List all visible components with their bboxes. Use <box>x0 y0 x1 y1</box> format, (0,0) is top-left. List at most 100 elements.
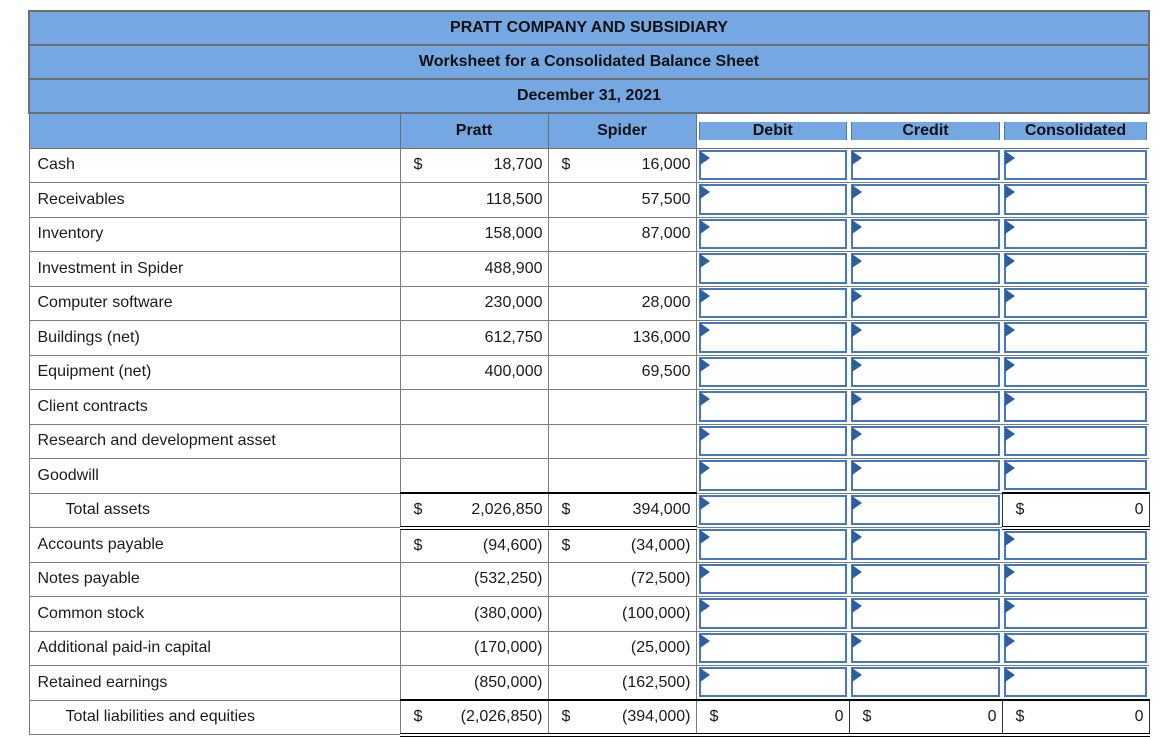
credit-input[interactable] <box>851 632 1000 663</box>
cell-marker-icon <box>1005 150 1015 165</box>
debit-input[interactable] <box>698 322 847 353</box>
consolidated-input[interactable] <box>1004 218 1147 249</box>
consolidated-input[interactable] <box>1004 322 1147 353</box>
credit-input[interactable] <box>851 460 1000 491</box>
debit-cell <box>696 424 849 459</box>
spider-value-cell: (25,000) <box>547 630 697 666</box>
cell-marker-icon <box>852 254 862 268</box>
debit-input[interactable] <box>698 529 847 560</box>
credit-input[interactable] <box>851 425 1000 456</box>
cell-marker-icon <box>1005 668 1015 682</box>
consolidated-input[interactable] <box>1004 632 1147 663</box>
cell-marker-icon <box>1005 185 1015 199</box>
credit-input[interactable] <box>851 253 1000 284</box>
spider-value-cell <box>547 423 697 459</box>
currency-symbol: $ <box>561 500 571 518</box>
consolidated-input[interactable] <box>1004 253 1147 284</box>
consolidated-input[interactable] <box>1004 530 1147 560</box>
debit-input[interactable] <box>698 391 847 422</box>
consolidated-input[interactable] <box>1004 667 1147 697</box>
debit-input[interactable] <box>698 356 847 387</box>
credit-input[interactable] <box>851 149 1000 180</box>
spider-value-cell: (72,500) <box>547 561 697 597</box>
cell-marker-icon <box>852 185 862 199</box>
cell-marker-icon <box>699 633 710 648</box>
credit-input[interactable] <box>851 356 1000 387</box>
debit-input[interactable] <box>698 425 847 456</box>
credit-input[interactable] <box>851 494 1000 525</box>
debit-input[interactable] <box>698 563 847 594</box>
cell-marker-icon <box>1005 219 1015 234</box>
debit-input[interactable] <box>698 184 847 215</box>
credit-cell <box>849 286 1002 321</box>
table-row: Investment in Spider 488,900 <box>28 251 1149 287</box>
consolidated-input[interactable] <box>1004 460 1147 490</box>
debit-cell <box>696 493 849 528</box>
consolidated-input[interactable] <box>1004 425 1147 456</box>
credit-input[interactable] <box>851 287 1000 318</box>
currency-symbol: $ <box>413 500 423 518</box>
spider-value: 394,000 <box>632 500 691 518</box>
credit-input[interactable] <box>851 598 1000 629</box>
debit-cell <box>696 320 849 356</box>
spider-value-cell: $ (34,000) <box>547 527 697 563</box>
consolidated-input[interactable] <box>1004 149 1147 180</box>
debit-cell <box>696 665 849 701</box>
consolidated-input[interactable] <box>1004 563 1147 594</box>
worksheet-date: December 31, 2021 <box>28 78 1150 114</box>
consolidated-input[interactable] <box>1004 184 1147 215</box>
cell-marker-icon <box>1005 323 1015 337</box>
cell-marker-icon <box>699 219 710 234</box>
consolidated-input[interactable] <box>1004 287 1147 318</box>
debit-input[interactable] <box>698 287 847 318</box>
table-row: Total assets $2,026,850 $394,000 $0 <box>28 492 1150 530</box>
credit-cell <box>849 562 1002 597</box>
credit-input[interactable] <box>851 322 1000 353</box>
debit-input[interactable] <box>698 598 847 629</box>
pratt-value: (532,250) <box>474 570 543 588</box>
column-header-spider: Spider <box>547 112 697 149</box>
credit-input[interactable] <box>851 391 1000 422</box>
pratt-value-cell: $2,026,850 <box>399 492 549 530</box>
credit-input[interactable] <box>851 218 1000 249</box>
debit-input[interactable] <box>698 218 847 249</box>
credit-input[interactable] <box>851 667 1000 697</box>
credit-cell <box>849 217 1002 252</box>
debit-input[interactable] <box>698 632 847 663</box>
table-row: Notes payable (532,250) (72,500) <box>28 561 1149 597</box>
debit-input[interactable] <box>698 253 847 284</box>
cell-marker-icon <box>852 392 862 406</box>
cell-marker-icon <box>699 564 710 579</box>
consolidated-cell <box>1002 631 1149 666</box>
pratt-value-cell: (170,000) <box>399 630 549 666</box>
cell-marker-icon <box>852 357 862 372</box>
table-row: Common stock (380,000) (100,000) <box>28 596 1149 632</box>
account-label: Retained earnings <box>28 665 401 701</box>
credit-input[interactable] <box>851 529 1000 560</box>
table-row: Inventory 158,000 87,000 <box>28 216 1149 252</box>
consolidated-input[interactable] <box>1004 598 1147 629</box>
consolidated-input[interactable] <box>1004 356 1147 387</box>
pratt-value-cell: 612,750 <box>399 320 549 356</box>
column-header-credit: Credit <box>849 113 1002 149</box>
spider-value-cell: 28,000 <box>547 285 697 321</box>
consolidated-input[interactable] <box>1004 391 1147 422</box>
spider-value-cell: 87,000 <box>547 216 697 252</box>
pratt-value: 158,000 <box>484 225 543 243</box>
debit-input[interactable] <box>698 460 847 491</box>
spider-value: (25,000) <box>630 639 691 657</box>
pratt-value-cell: 400,000 <box>399 354 549 390</box>
spider-value-cell <box>547 389 697 425</box>
credit-input[interactable] <box>851 184 1000 215</box>
consolidated-cell <box>1002 527 1149 563</box>
debit-input[interactable] <box>698 494 847 525</box>
pratt-value: (170,000) <box>474 639 543 657</box>
cell-marker-icon <box>699 185 710 199</box>
cell-marker-icon <box>1005 599 1015 613</box>
table-row: Additional paid-in capital (170,000) (25,0… <box>28 630 1149 666</box>
credit-input[interactable] <box>851 563 1000 594</box>
consolidated-cell <box>1002 286 1149 321</box>
pratt-value-cell: (380,000) <box>399 596 549 632</box>
debit-input[interactable] <box>698 149 847 180</box>
debit-input[interactable] <box>698 667 847 697</box>
